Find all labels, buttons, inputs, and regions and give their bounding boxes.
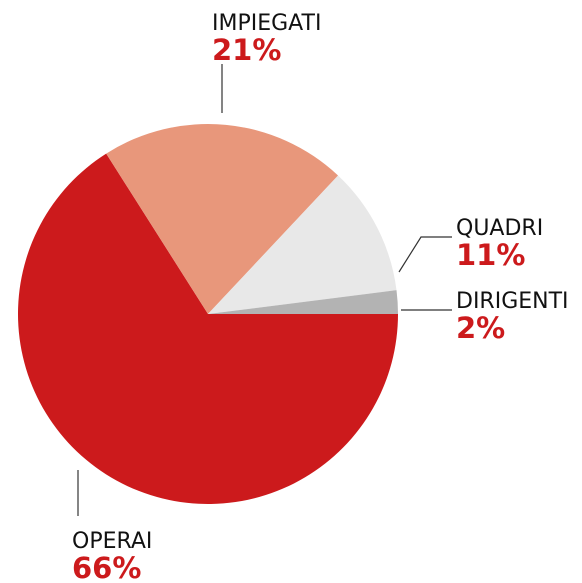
slice-value-label: 21%: [212, 33, 281, 67]
slice-label: IMPIEGATI: [212, 11, 321, 36]
slice-label: OPERAI: [72, 529, 152, 554]
leader-line: [398, 236, 452, 273]
slice-value-label: 11%: [456, 238, 525, 272]
pie-slice: [208, 175, 397, 314]
pie-slice: [106, 123, 339, 314]
slice-value-label: 2%: [456, 311, 505, 345]
slice-value-label: 66%: [72, 551, 141, 583]
slice-label: QUADRI: [456, 216, 543, 241]
pie-slice: [208, 290, 398, 314]
slice-label: DIRIGENTI: [456, 289, 569, 314]
pie-slice: [17, 153, 398, 505]
